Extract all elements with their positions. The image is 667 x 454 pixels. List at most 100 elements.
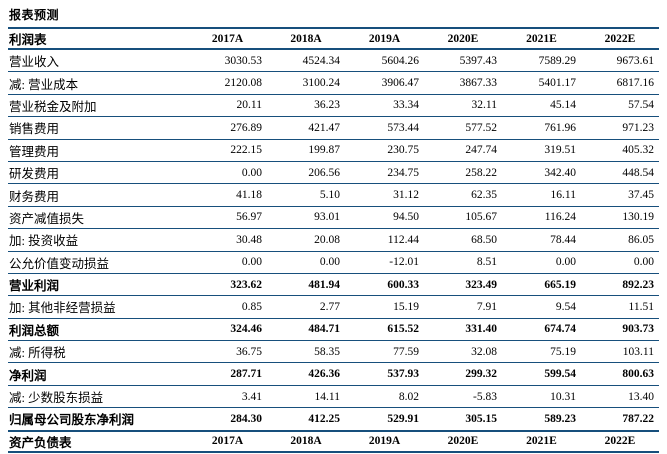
year-header-income-statement: 2017A (188, 27, 267, 50)
year-header-income-statement: 2021E (502, 27, 581, 50)
cell-value: 600.33 (345, 273, 424, 297)
row-label: 资产减值损失 (8, 206, 188, 230)
cell-value: -12.01 (345, 251, 424, 274)
cell-value: 62.35 (424, 183, 502, 207)
table-row: 销售费用 276.89 421.47 573.44 577.52 761.96 971.23 (8, 116, 659, 140)
cell-value: 45.14 (502, 94, 581, 118)
year-header-income-statement: 2022E (581, 27, 659, 50)
cell-value: 3906.47 (345, 71, 424, 95)
cell-value: 426.36 (267, 362, 345, 386)
cell-value: 405.32 (581, 139, 659, 162)
row-label: 财务费用 (8, 183, 188, 207)
year-header-income-statement: 2019A (345, 27, 424, 50)
year-header-income-statement: 2018A (267, 27, 345, 50)
year-header-balance-sheet: 2022E (581, 429, 659, 453)
cell-value: 68.50 (424, 228, 502, 252)
cell-value: 8.02 (345, 385, 424, 409)
cell-value: 787.22 (581, 407, 659, 432)
cell-value: 284.30 (188, 407, 267, 432)
table-row: 研发费用 0.00 206.56 234.75 258.22 342.40 448.54 (8, 161, 659, 185)
cell-value: 615.52 (345, 318, 424, 342)
table-row: 财务费用 41.18 5.10 31.12 62.35 16.11 37.45 (8, 183, 659, 207)
cell-value: 665.19 (502, 273, 581, 297)
row-label: 减: 少数股东损益 (8, 385, 188, 409)
year-header-income-statement: 2020E (424, 27, 502, 50)
cell-value: 93.01 (267, 206, 345, 230)
table-row: 公允价值变动损益 0.00 0.00 -12.01 8.51 0.00 0.00 (8, 251, 659, 274)
table-row: 营业利润 323.62 481.94 600.33 323.49 665.19 892.23 (8, 273, 659, 297)
cell-value: 331.40 (424, 318, 502, 342)
cell-value: 32.08 (424, 340, 502, 364)
table-row: 归属母公司股东净利润 284.30 412.25 529.91 305.15 589.23… (8, 407, 659, 432)
cell-value: 903.73 (581, 318, 659, 342)
row-label: 加: 其他非经营损益 (8, 295, 188, 319)
cell-value: 9673.61 (581, 49, 659, 73)
cell-value: 41.18 (188, 183, 267, 207)
year-header-balance-sheet: 2017A (188, 429, 267, 453)
cell-value: 30.48 (188, 228, 267, 252)
cell-value: 324.46 (188, 318, 267, 342)
cell-value: 258.22 (424, 161, 502, 185)
cell-value: 10.31 (502, 385, 581, 409)
cell-value: 287.71 (188, 362, 267, 386)
section-title-income-statement: 利润表 (8, 27, 188, 50)
cell-value: 448.54 (581, 161, 659, 185)
cell-value: 4524.34 (267, 49, 345, 73)
year-header-balance-sheet: 2018A (267, 429, 345, 453)
cell-value: 5604.26 (345, 49, 424, 73)
cell-value: 8.51 (424, 251, 502, 274)
cell-value: 222.15 (188, 139, 267, 162)
cell-value: 0.00 (267, 251, 345, 274)
cell-value: 342.40 (502, 161, 581, 185)
cell-value: 2120.08 (188, 71, 267, 95)
cell-value: 199.87 (267, 139, 345, 162)
table-row: 加: 投资收益 30.48 20.08 112.44 68.50 78.44 86.05 (8, 228, 659, 252)
row-label: 减: 所得税 (8, 340, 188, 364)
cell-value: 421.47 (267, 116, 345, 140)
table-row: 加: 其他非经营损益 0.85 2.77 15.19 7.91 9.54 11.51 (8, 295, 659, 319)
cell-value: 537.93 (345, 362, 424, 386)
row-label: 净利润 (8, 362, 188, 386)
cell-value: 800.63 (581, 362, 659, 386)
cell-value: 0.00 (188, 161, 267, 185)
cell-value: 577.52 (424, 116, 502, 140)
cell-value: 20.11 (188, 94, 267, 118)
cell-value: 0.00 (188, 251, 267, 274)
report-title: 报表预测 (9, 8, 60, 22)
cell-value: 36.75 (188, 340, 267, 364)
table-row: 利润总额 324.46 484.71 615.52 331.40 674.74 903.73 (8, 318, 659, 342)
cell-value: 14.11 (267, 385, 345, 409)
cell-value: 20.08 (267, 228, 345, 252)
cell-value: 206.56 (267, 161, 345, 185)
balance-sheet-header-row: 资产负债表 2017A 2018A 2019A 2020E 2021E 2022E (8, 429, 659, 453)
cell-value: 9.54 (502, 295, 581, 319)
cell-value: 573.44 (345, 116, 424, 140)
row-label: 公允价值变动损益 (8, 251, 188, 274)
cell-value: 230.75 (345, 139, 424, 162)
cell-value: 481.94 (267, 273, 345, 297)
cell-value: 78.44 (502, 228, 581, 252)
cell-value: 412.25 (267, 407, 345, 432)
cell-value: 276.89 (188, 116, 267, 140)
cell-value: 2.77 (267, 295, 345, 319)
row-label: 营业利润 (8, 273, 188, 297)
cell-value: 86.05 (581, 228, 659, 252)
cell-value: 0.00 (581, 251, 659, 274)
cell-value: 3100.24 (267, 71, 345, 95)
table-row: 减: 少数股东损益 3.41 14.11 8.02 -5.83 10.31 13.40 (8, 385, 659, 409)
row-label: 减: 营业成本 (8, 71, 188, 95)
cell-value: 5401.17 (502, 71, 581, 95)
table-row: 营业税金及附加 20.11 36.23 33.34 32.11 45.14 57.54 (8, 94, 659, 118)
cell-value: 13.40 (581, 385, 659, 409)
table-row: 管理费用 222.15 199.87 230.75 247.74 319.51 405.32 (8, 139, 659, 162)
year-header-balance-sheet: 2019A (345, 429, 424, 453)
cell-value: 674.74 (502, 318, 581, 342)
table-row: 减: 所得税 36.75 58.35 77.59 32.08 75.19 103.11 (8, 340, 659, 364)
cell-value: 892.23 (581, 273, 659, 297)
table-row: 营业收入 3030.53 4524.34 5604.26 5397.43 7589.29 9… (8, 49, 659, 73)
cell-value: 16.11 (502, 183, 581, 207)
cell-value: 112.44 (345, 228, 424, 252)
cell-value: 323.62 (188, 273, 267, 297)
cell-value: 247.74 (424, 139, 502, 162)
